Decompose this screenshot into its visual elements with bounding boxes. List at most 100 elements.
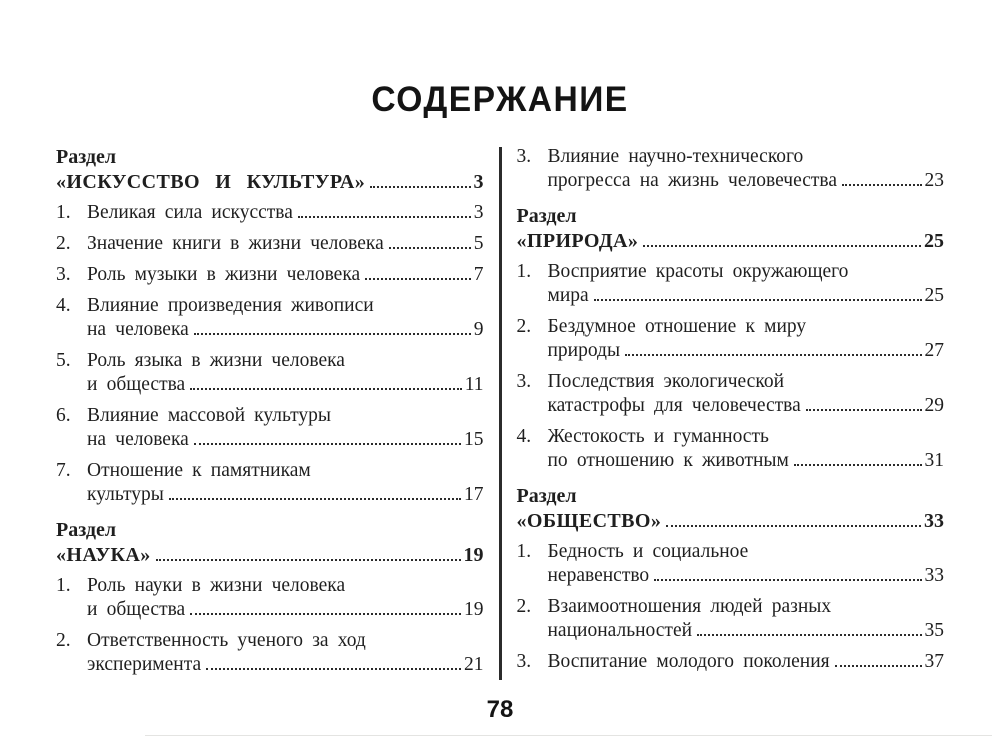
dot-leader: [643, 245, 921, 247]
entry-number: 6.: [56, 405, 71, 426]
section-name: «ОБЩЕСТВО»: [516, 510, 662, 532]
entry-line: эксперимента 21: [87, 653, 484, 677]
section-name: «ИСКУССТВО И КУЛЬТУРА»: [56, 171, 366, 193]
dot-leader: [697, 634, 922, 636]
entry-page-number: 25: [924, 285, 945, 306]
section-page-number: 3: [473, 171, 484, 193]
toc-entry: 3. Влияние научно-технического прогресса…: [517, 145, 945, 193]
book-page: СОДЕРЖАНИЕ Раздел «ИСКУССТВО И КУЛЬТУРА»…: [56, 80, 945, 723]
section-page-number: 25: [924, 230, 944, 252]
entry-text: Роль науки в жизни человека: [87, 575, 346, 596]
entry-page-number: 19: [464, 599, 484, 620]
section-page-number: 19: [463, 544, 484, 566]
page-number: 78: [486, 696, 514, 723]
entry-number: 2.: [516, 316, 532, 337]
entry-page-number: 17: [464, 484, 484, 505]
toc-entry: 3. Роль музыки в жизни человека 7: [56, 263, 484, 287]
entry-page-number: 9: [473, 319, 484, 340]
toc-section: Раздел «ПРИРОДА» 25: [517, 204, 945, 253]
entry-text: Влияние массовой культуры: [87, 405, 332, 426]
entry-line: и общества 19: [87, 598, 484, 622]
entry-page-number: 3: [473, 202, 484, 223]
entry-line: Роль языка в жизни человека: [87, 349, 484, 373]
entry-line: Бедность и социальное: [548, 540, 945, 564]
toc-column-left: Раздел «ИСКУССТВО И КУЛЬТУРА» 3 1. Велик…: [56, 145, 484, 684]
entry-text: Ответственность ученого за ход: [87, 630, 366, 651]
dot-leader: [193, 443, 461, 445]
entry-text: Влияние произведения живописи: [87, 295, 374, 316]
entry-page-number: 15: [464, 429, 484, 450]
dot-leader: [625, 354, 922, 356]
entry-number: 2.: [56, 233, 71, 254]
entry-page-number: 27: [924, 340, 945, 361]
entry-text: национальностей: [547, 620, 693, 641]
section-name-line: «ОБЩЕСТВО» 33: [517, 509, 945, 533]
toc-section: Раздел «НАУКА» 19: [56, 518, 484, 567]
entry-line: Великая сила искусства 3: [87, 201, 484, 225]
dot-leader: [654, 579, 922, 581]
entry-number: 1.: [516, 261, 532, 282]
toc-entry: 1. Бедность и социальное неравенство 33: [517, 540, 945, 588]
entry-text: неравенство: [547, 565, 650, 586]
entry-text: культуры: [87, 484, 164, 505]
entry-text: Бездумное отношение к миру: [547, 316, 807, 337]
toc-entry: 1. Великая сила искусства 3: [56, 201, 484, 225]
entry-line: Воспитание молодого поколения 37: [548, 650, 945, 674]
toc-entry: 1. Восприятие красоты окружающего мира 2…: [517, 260, 945, 308]
entry-number: 2.: [516, 596, 532, 617]
dot-leader: [805, 409, 922, 411]
section-label: Раздел: [516, 485, 577, 507]
section-name-line: «ИСКУССТВО И КУЛЬТУРА» 3: [56, 170, 484, 194]
entry-text: Жестокость и гуманность: [547, 426, 769, 447]
dot-leader: [388, 247, 471, 249]
toc-column-right: 3. Влияние научно-технического прогресса…: [517, 145, 945, 684]
entry-line: катастрофы для человечества 29: [548, 394, 945, 418]
entry-page-number: 35: [924, 620, 945, 641]
entry-number: 3.: [516, 146, 532, 167]
entry-text: Воспитание молодого поколения: [547, 651, 830, 672]
entry-text: эксперимента: [87, 654, 202, 675]
toc-section: Раздел «ОБЩЕСТВО» 33: [517, 484, 945, 533]
entry-text: Роль музыки в жизни человека: [87, 264, 361, 285]
page-title: СОДЕРЖАНИЕ: [371, 80, 629, 119]
entry-line: и общества 11: [87, 373, 484, 397]
entry-number: 1.: [516, 541, 532, 562]
entry-text: Влияние научно-технического: [547, 146, 804, 167]
toc-entry: 1. Роль науки в жизни человека и обществ…: [56, 574, 484, 622]
entry-line: на человека 15: [87, 428, 484, 452]
toc-entry: 5. Роль языка в жизни человека и обществ…: [56, 349, 484, 397]
entry-page-number: 29: [924, 395, 945, 416]
entry-text: по отношению к животным: [547, 450, 789, 471]
entry-line: на человека 9: [87, 318, 484, 342]
dot-leader: [193, 333, 471, 335]
dot-leader: [190, 388, 462, 390]
toc-entry: 2. Ответственность ученого за ход экспер…: [56, 629, 484, 677]
toc-entry: 6. Влияние массовой культуры на человека…: [56, 404, 484, 452]
entry-text: Отношение к памятникам: [87, 460, 311, 481]
entry-page-number: 7: [473, 264, 484, 285]
section-label: Раздел: [516, 205, 577, 227]
dot-leader: [297, 216, 471, 218]
toc-entry: 2. Значение книги в жизни человека 5: [56, 232, 484, 256]
entry-page-number: 21: [464, 654, 484, 675]
scan-artifact-line: [145, 735, 992, 736]
entry-text: катастрофы для человечества: [547, 395, 801, 416]
entry-line: Взаимоотношения людей разных: [548, 595, 945, 619]
entry-line: Роль науки в жизни человека: [87, 574, 484, 598]
entry-line: Восприятие красоты окружающего: [548, 260, 945, 284]
entry-page-number: 33: [924, 565, 945, 586]
entry-number: 1.: [56, 202, 71, 223]
entry-page-number: 31: [924, 450, 945, 471]
entry-text: Восприятие красоты окружающего: [547, 261, 849, 282]
entry-line: Бездумное отношение к миру: [548, 315, 945, 339]
entry-text: на человека: [87, 429, 189, 450]
entry-line: Отношение к памятникам: [87, 459, 484, 483]
entry-line: по отношению к животным 31: [548, 449, 945, 473]
entry-text: мира: [547, 285, 589, 306]
toc-entry: 2. Взаимоотношения людей разных национал…: [517, 595, 945, 643]
dot-leader: [365, 278, 471, 280]
entry-text: Значение книги в жизни человека: [87, 233, 384, 254]
entry-text: и общества: [87, 374, 186, 395]
dot-leader: [168, 498, 461, 500]
section-name-line: «ПРИРОДА» 25: [517, 229, 945, 253]
